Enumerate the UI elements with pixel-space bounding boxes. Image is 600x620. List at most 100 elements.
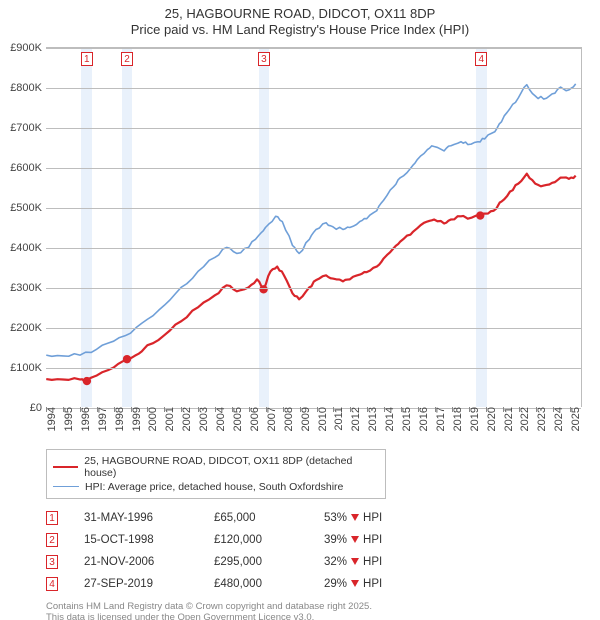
sale-marker-1: 1 bbox=[81, 52, 93, 66]
series-line-price_paid bbox=[46, 173, 575, 381]
legend-row-hpi: HPI: Average price, detached house, Sout… bbox=[53, 480, 379, 494]
x-axis-tick-label: 1997 bbox=[93, 407, 109, 431]
x-axis-tick-label: 2017 bbox=[431, 407, 447, 431]
sales-row: 131-MAY-1996£65,00053%HPI bbox=[46, 507, 600, 529]
x-axis-tick-label: 2002 bbox=[177, 407, 193, 431]
y-gridline bbox=[46, 128, 581, 129]
sales-row-diff: 39% HPI bbox=[324, 534, 444, 546]
plot-area: £0£100K£200K£300K£400K£500K£600K£700K£80… bbox=[46, 48, 581, 407]
sales-row-diff: 53% HPI bbox=[324, 512, 444, 524]
legend-row-price_paid: 25, HAGBOURNE ROAD, DIDCOT, OX11 8DP (de… bbox=[53, 454, 379, 480]
sales-row-diff: 32% HPI bbox=[324, 556, 444, 568]
sales-row-diff-suffix: HPI bbox=[363, 512, 382, 524]
sales-row-price: £295,000 bbox=[214, 556, 324, 568]
sales-row-diff-pct: 53% bbox=[324, 512, 347, 524]
sales-row-diff-pct: 32% bbox=[324, 556, 347, 568]
y-axis-tick-label: £400K bbox=[10, 242, 46, 254]
sales-row-diff-pct: 29% bbox=[324, 578, 347, 590]
sales-row-diff-suffix: HPI bbox=[363, 534, 382, 546]
legend-label: 25, HAGBOURNE ROAD, DIDCOT, OX11 8DP (de… bbox=[84, 455, 379, 479]
x-axis-tick-label: 2008 bbox=[279, 407, 295, 431]
sales-row-diff-suffix: HPI bbox=[363, 578, 382, 590]
legend-swatch bbox=[53, 486, 79, 487]
sales-row-marker: 1 bbox=[46, 511, 58, 525]
y-axis-tick-label: £800K bbox=[10, 82, 46, 94]
y-gridline bbox=[46, 88, 581, 89]
x-axis-tick-label: 2004 bbox=[211, 407, 227, 431]
sales-row-price: £65,000 bbox=[214, 512, 324, 524]
sales-row-marker: 4 bbox=[46, 577, 58, 591]
arrow-down-icon bbox=[351, 580, 359, 587]
price-chart: £0£100K£200K£300K£400K£500K£600K£700K£80… bbox=[46, 47, 582, 407]
x-axis-tick-label: 2023 bbox=[532, 407, 548, 431]
data-attribution: Contains HM Land Registry data © Crown c… bbox=[46, 601, 600, 620]
x-axis-tick-label: 2019 bbox=[465, 407, 481, 431]
y-axis-tick-label: £900K bbox=[10, 42, 46, 54]
x-axis-tick-label: 2012 bbox=[346, 407, 362, 431]
x-axis-tick-label: 1996 bbox=[76, 407, 92, 431]
x-axis-tick-label: 2007 bbox=[262, 407, 278, 431]
arrow-down-icon bbox=[351, 536, 359, 543]
arrow-down-icon bbox=[351, 558, 359, 565]
x-axis-tick-label: 2016 bbox=[414, 407, 430, 431]
x-axis-tick-label: 2000 bbox=[143, 407, 159, 431]
x-axis-tick-label: 2006 bbox=[245, 407, 261, 431]
sale-marker-2: 2 bbox=[121, 52, 133, 66]
sales-row-price: £480,000 bbox=[214, 578, 324, 590]
x-axis-tick-label: 2025 bbox=[566, 407, 582, 431]
chart-title-block: 25, HAGBOURNE ROAD, DIDCOT, OX11 8DP Pri… bbox=[0, 0, 600, 39]
y-axis-tick-label: £100K bbox=[10, 362, 46, 374]
y-gridline bbox=[46, 208, 581, 209]
x-axis-tick-label: 2022 bbox=[515, 407, 531, 431]
sales-row: 321-NOV-2006£295,00032%HPI bbox=[46, 551, 600, 573]
sale-marker-3: 3 bbox=[258, 52, 270, 66]
x-axis-tick-label: 1994 bbox=[42, 407, 58, 431]
title-line-1: 25, HAGBOURNE ROAD, DIDCOT, OX11 8DP bbox=[0, 6, 600, 22]
x-axis-tick-label: 2015 bbox=[397, 407, 413, 431]
x-axis-tick-label: 2013 bbox=[363, 407, 379, 431]
sales-table: 131-MAY-1996£65,00053%HPI215-OCT-1998£12… bbox=[46, 507, 600, 595]
y-gridline bbox=[46, 168, 581, 169]
x-axis-tick-label: 1998 bbox=[110, 407, 126, 431]
x-axis-tick-label: 1995 bbox=[59, 407, 75, 431]
sales-row-marker: 2 bbox=[46, 533, 58, 547]
x-axis-tick-label: 2005 bbox=[228, 407, 244, 431]
y-axis-tick-label: £600K bbox=[10, 162, 46, 174]
footnote-line-2: This data is licensed under the Open Gov… bbox=[46, 612, 600, 620]
sales-row-diff-pct: 39% bbox=[324, 534, 347, 546]
y-gridline bbox=[46, 288, 581, 289]
y-axis-tick-label: £200K bbox=[10, 322, 46, 334]
x-axis-tick-label: 2014 bbox=[380, 407, 396, 431]
sales-row-date: 27-SEP-2019 bbox=[84, 578, 214, 590]
x-axis-tick-label: 1999 bbox=[127, 407, 143, 431]
y-gridline bbox=[46, 48, 581, 49]
y-axis-tick-label: £700K bbox=[10, 122, 46, 134]
sales-row: 4 27-SEP-2019£480,00029% HPI bbox=[46, 573, 600, 595]
x-axis-tick-label: 2009 bbox=[296, 407, 312, 431]
x-axis-tick-label: 2003 bbox=[194, 407, 210, 431]
chart-legend: 25, HAGBOURNE ROAD, DIDCOT, OX11 8DP (de… bbox=[46, 449, 386, 499]
sales-row-diff: 29% HPI bbox=[324, 578, 444, 590]
x-axis-tick-label: 2020 bbox=[482, 407, 498, 431]
y-gridline bbox=[46, 328, 581, 329]
x-axis-tick-label: 2024 bbox=[549, 407, 565, 431]
series-line-hpi bbox=[46, 83, 575, 355]
arrow-down-icon bbox=[351, 514, 359, 521]
y-axis-tick-label: £300K bbox=[10, 282, 46, 294]
x-axis-tick-label: 2021 bbox=[499, 407, 515, 431]
sales-row: 2 15-OCT-1998£120,00039% HPI bbox=[46, 529, 600, 551]
title-line-2: Price paid vs. HM Land Registry's House … bbox=[0, 22, 600, 38]
sales-row-diff-suffix: HPI bbox=[363, 556, 382, 568]
sales-row-price: £120,000 bbox=[214, 534, 324, 546]
x-axis-tick-label: 2011 bbox=[329, 407, 345, 431]
x-axis-tick-label: 2010 bbox=[313, 407, 329, 431]
x-axis-tick-label: 2018 bbox=[448, 407, 464, 431]
y-axis-tick-label: £500K bbox=[10, 202, 46, 214]
x-axis-tick-label: 2001 bbox=[160, 407, 176, 431]
sales-row-date: 21-NOV-2006 bbox=[84, 556, 214, 568]
footnote-line-1: Contains HM Land Registry data © Crown c… bbox=[46, 601, 600, 613]
sales-row-date: 15-OCT-1998 bbox=[84, 534, 214, 546]
chart-svg bbox=[46, 48, 581, 407]
legend-label: HPI: Average price, detached house, Sout… bbox=[85, 481, 343, 493]
y-gridline bbox=[46, 368, 581, 369]
